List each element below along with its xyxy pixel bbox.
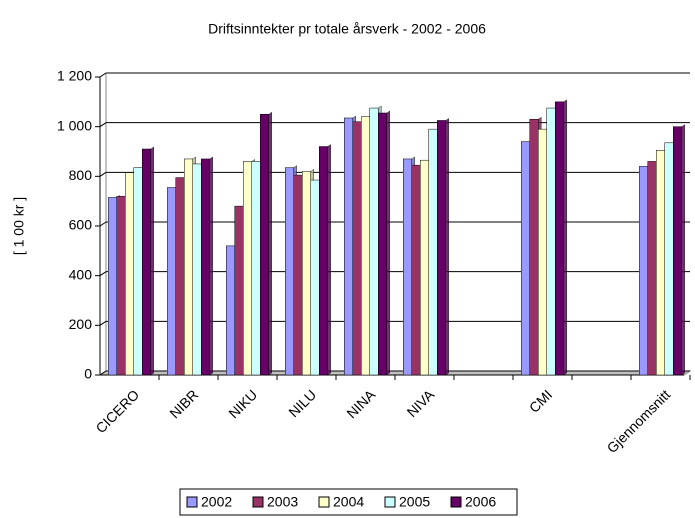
legend-swatch [384, 496, 396, 508]
bar [226, 245, 235, 376]
grid-diag [99, 320, 107, 326]
bar [639, 166, 648, 376]
bar [664, 142, 674, 376]
bar-side [386, 110, 390, 376]
bar-side [445, 117, 449, 376]
bar [184, 158, 193, 376]
bar-side [681, 124, 685, 376]
bar [369, 107, 379, 376]
x-tick-label: NIBR [166, 386, 201, 421]
bar [319, 146, 328, 376]
bar [529, 118, 539, 376]
x-tick-label: NILU [285, 386, 319, 420]
bar [378, 112, 387, 376]
grid-diag [99, 221, 107, 227]
bar [428, 128, 438, 376]
bar [310, 179, 320, 376]
y-tick-label: 0 [84, 366, 92, 382]
bar [437, 120, 446, 376]
bar [175, 177, 185, 376]
bar [546, 107, 556, 376]
y-tick-label: 1 000 [57, 117, 92, 133]
x-tick-label: NIKU [225, 386, 260, 421]
legend-label: 2004 [333, 494, 364, 510]
bar [555, 101, 564, 376]
bar [133, 167, 143, 376]
bar [243, 161, 252, 376]
bar [293, 174, 303, 376]
x-tick-label: Gjennomsnitt [604, 386, 674, 456]
y-tick-label: 600 [69, 217, 93, 233]
bar-side [563, 99, 567, 376]
grid-diag [99, 171, 107, 177]
bar [167, 187, 176, 376]
legend-label: 2003 [267, 494, 298, 510]
bar [234, 205, 244, 376]
legend-swatch [318, 496, 330, 508]
y-tick-label: 1 200 [57, 68, 92, 84]
x-tick-label: NINA [343, 386, 378, 421]
bar-side [268, 111, 272, 376]
legend-swatch [186, 496, 198, 508]
chart-title: Driftsinntekter pr totale årsverk - 2002… [208, 21, 486, 37]
bar [420, 159, 429, 376]
grid-diag [99, 370, 107, 376]
bar-side [150, 146, 154, 376]
bar [116, 195, 126, 376]
bar [285, 167, 294, 376]
grid-diag [99, 122, 107, 128]
bar [251, 161, 261, 376]
legend-label: 2002 [201, 494, 232, 510]
bar [656, 150, 665, 376]
bar [108, 197, 117, 376]
bar [344, 117, 353, 376]
bar-side [327, 144, 331, 376]
grid-diag [99, 271, 107, 277]
legend-label: 2005 [399, 494, 430, 510]
x-tick-label: CMI [526, 386, 555, 415]
bar [192, 163, 202, 376]
bar [142, 148, 151, 376]
bar [352, 121, 362, 376]
legend-label: 2006 [465, 494, 496, 510]
bar [673, 126, 682, 376]
legend-swatch [252, 496, 264, 508]
y-axis-label: [ 1 00 kr ] [11, 197, 27, 255]
bar [302, 171, 311, 376]
bar [538, 128, 547, 376]
bar [125, 172, 134, 376]
bar [201, 158, 210, 376]
x-tick-label: NIVA [404, 386, 438, 420]
bar [403, 158, 412, 376]
bar-side [209, 156, 213, 376]
y-tick-label: 200 [69, 316, 93, 332]
legend-swatch [450, 496, 462, 508]
bar [521, 141, 530, 376]
bar [361, 116, 370, 376]
y-tick-label: 400 [69, 266, 93, 282]
grid-diag [99, 72, 107, 78]
x-tick-label: CICERO [92, 386, 142, 436]
bar [647, 161, 657, 376]
y-tick-label: 800 [69, 167, 93, 183]
bar [260, 114, 269, 376]
bar [411, 164, 421, 376]
